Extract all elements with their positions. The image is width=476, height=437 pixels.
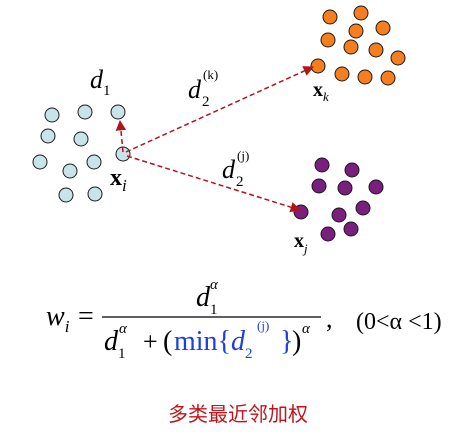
cyan-cluster <box>32 104 131 203</box>
formula-denominator-d1: d1 <box>104 326 126 362</box>
label-xi: xi <box>110 165 127 195</box>
arrow-dk <box>125 66 314 153</box>
weight-formula: wi = d1 α d1 α + ( min{d2 (j) } ) α , (0… <box>46 277 442 362</box>
orange-point <box>368 42 384 58</box>
purple-point <box>368 179 384 195</box>
formula-close-paren: ) <box>292 326 301 357</box>
purple-cluster <box>293 157 384 242</box>
formula-comma: , <box>326 304 333 333</box>
orange-point <box>310 58 326 74</box>
purple-point <box>314 157 330 173</box>
purple-point <box>320 226 336 242</box>
formula-equals: = <box>78 301 94 332</box>
orange-point <box>322 9 338 25</box>
cyan-point <box>62 163 78 179</box>
purple-point <box>331 207 347 223</box>
caption: 多类最近邻加权 <box>168 402 308 426</box>
cyan-point <box>58 187 74 203</box>
cyan-point <box>73 131 89 147</box>
purple-point <box>293 204 309 220</box>
formula-lhs: wi <box>46 301 70 336</box>
cyan-point <box>32 154 48 170</box>
orange-point <box>334 66 350 82</box>
purple-point <box>355 200 371 216</box>
label-xk: xk <box>313 79 329 104</box>
purple-point <box>344 162 360 178</box>
cyan-point <box>110 104 126 120</box>
cyan-point <box>44 107 60 123</box>
label-d2k: d2 <box>188 75 210 110</box>
formula-close-sup: α <box>302 321 311 337</box>
orange-point <box>390 50 406 66</box>
formula-condition: (0<α <1) <box>356 309 442 335</box>
label-d2j-sup: (j) <box>237 148 249 163</box>
formula-plus: + <box>143 327 158 356</box>
cyan-point <box>77 104 93 120</box>
formula-open-paren: ( <box>163 326 172 357</box>
formula-min: min{d2 <box>174 326 253 362</box>
orange-point <box>357 69 373 85</box>
formula-close-brace: } <box>280 326 293 357</box>
arrow-dj <box>126 155 302 213</box>
orange-cluster <box>310 5 406 86</box>
cyan-point <box>87 186 103 202</box>
label-d1: d1 <box>90 65 111 99</box>
cyan-point <box>86 154 102 170</box>
orange-point <box>348 23 364 39</box>
formula-min-sup: (j) <box>257 318 269 333</box>
orange-point <box>320 32 336 48</box>
label-xj: xj <box>294 230 308 256</box>
orange-point <box>380 70 396 86</box>
orange-point <box>353 5 369 21</box>
purple-point <box>337 180 353 196</box>
formula-denominator-d1-sup: α <box>119 321 128 337</box>
purple-point <box>311 178 327 194</box>
cyan-point <box>40 128 56 144</box>
orange-point <box>375 20 391 36</box>
label-d2j: d2 <box>222 155 244 190</box>
label-d2k-sup: (k) <box>203 67 218 82</box>
formula-numerator-sup: α <box>210 277 219 293</box>
formula-numerator: d1 <box>196 282 218 318</box>
purple-point <box>343 221 359 237</box>
arrow-d1 <box>115 119 127 153</box>
orange-point <box>343 39 359 55</box>
